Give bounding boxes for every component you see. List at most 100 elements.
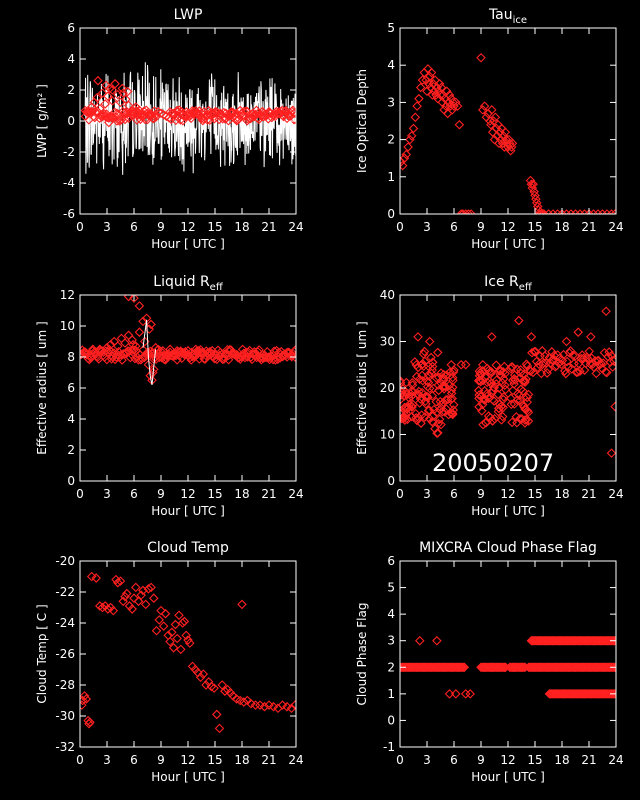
cloud-point <box>522 392 532 403</box>
y-axis-label: Cloud Phase Flag <box>355 603 369 706</box>
data-point <box>573 327 583 337</box>
cloud-point <box>496 401 507 411</box>
cloud-point <box>415 394 426 404</box>
x-tick-label: 12 <box>180 487 195 501</box>
cloud-point <box>487 416 498 426</box>
panel-title: Ice Reff <box>484 274 533 293</box>
cloud-point <box>431 397 441 407</box>
x-tick-label: 12 <box>180 753 195 767</box>
band-point <box>189 352 200 362</box>
data-point <box>127 335 137 345</box>
x-tick-label: 6 <box>130 753 138 767</box>
band-point <box>82 107 93 117</box>
data-point <box>487 105 497 115</box>
band-point <box>583 354 593 365</box>
y-tick-label: 5 <box>387 21 395 35</box>
data-point <box>134 327 145 337</box>
y-tick-label: 12 <box>60 288 75 302</box>
cloud-point <box>475 376 486 387</box>
y-tick-label: -1 <box>383 740 395 754</box>
cloud-point <box>443 394 453 405</box>
x-tick-label: 6 <box>450 753 458 767</box>
data-point <box>537 209 547 214</box>
data-point <box>156 605 166 616</box>
band-point <box>608 689 616 699</box>
data-point <box>250 700 261 710</box>
cloud-point <box>506 399 517 410</box>
x-tick-label: 15 <box>207 753 222 767</box>
cloud-point <box>485 366 496 377</box>
cloud-point <box>520 415 530 425</box>
data-point <box>286 703 296 714</box>
cloud-point <box>446 388 457 399</box>
data-point <box>433 93 443 104</box>
cloud-point <box>438 369 449 380</box>
data-point <box>158 110 169 120</box>
cloud-point <box>521 359 532 369</box>
data-point <box>406 131 417 141</box>
data-point <box>534 209 545 214</box>
band-point <box>241 347 251 358</box>
data-point <box>113 577 123 588</box>
x-tick-label: 24 <box>288 220 303 234</box>
band-point <box>543 364 554 375</box>
data-point <box>183 635 193 645</box>
data-point <box>149 364 159 375</box>
y-tick-label: 8 <box>67 350 75 364</box>
data-point <box>412 101 422 111</box>
cloud-point <box>405 389 416 399</box>
data-point <box>531 194 541 204</box>
y-tick-label: 10 <box>380 428 395 442</box>
data-point <box>588 209 599 214</box>
band-point <box>571 367 582 378</box>
data-point <box>606 209 616 214</box>
band-point <box>117 355 127 365</box>
band-point <box>233 352 243 363</box>
data-point <box>566 209 576 214</box>
cloud-point <box>424 405 435 415</box>
cloud-point <box>436 400 447 410</box>
data-point <box>526 332 537 342</box>
panel-cloud_temp: Cloud Temp 0 3 6 9 12 15 18 21 24 -32 -30 -28 -26 -24 -… <box>35 540 304 784</box>
data-point <box>410 112 421 123</box>
data-point <box>432 82 442 93</box>
data-point <box>120 338 130 348</box>
band-point <box>258 111 269 122</box>
cloud-point <box>401 402 411 413</box>
data-point <box>424 79 434 89</box>
x-tick-label: 3 <box>423 487 431 501</box>
x-tick-label: 6 <box>450 220 458 234</box>
cloud-point <box>489 396 499 406</box>
data-point <box>466 209 476 214</box>
band-point <box>123 113 134 124</box>
cloud-point <box>428 417 438 428</box>
band-point <box>244 113 255 124</box>
band-point <box>177 353 187 364</box>
data-point <box>179 616 190 627</box>
data-point <box>460 689 471 699</box>
data-point <box>487 662 498 673</box>
y-tick-label: 4 <box>67 52 75 66</box>
band-point <box>607 689 616 699</box>
data-point <box>548 209 558 214</box>
x-tick-label: 9 <box>157 753 165 767</box>
band-point <box>154 352 165 363</box>
y-tick-label: 2 <box>67 443 75 457</box>
band-point <box>171 115 181 126</box>
data-point <box>586 332 596 342</box>
x-tick-label: 9 <box>477 220 485 234</box>
data-point <box>289 108 296 119</box>
data-point <box>602 209 612 214</box>
band-point <box>561 368 571 379</box>
plot-frame <box>79 294 297 482</box>
y-tick-label: 2 <box>387 660 395 674</box>
band-point <box>598 358 609 368</box>
x-axis-label: Hour [ UTC ] <box>471 504 545 518</box>
y-tick-label: -4 <box>63 176 75 190</box>
data-point <box>124 601 135 611</box>
x-tick-label: 3 <box>103 753 111 767</box>
cloud-point <box>520 418 530 428</box>
y-axis-label: Effective radius [ um ] <box>35 321 49 454</box>
y-tick-label: -6 <box>63 207 75 221</box>
band-point <box>235 354 246 364</box>
